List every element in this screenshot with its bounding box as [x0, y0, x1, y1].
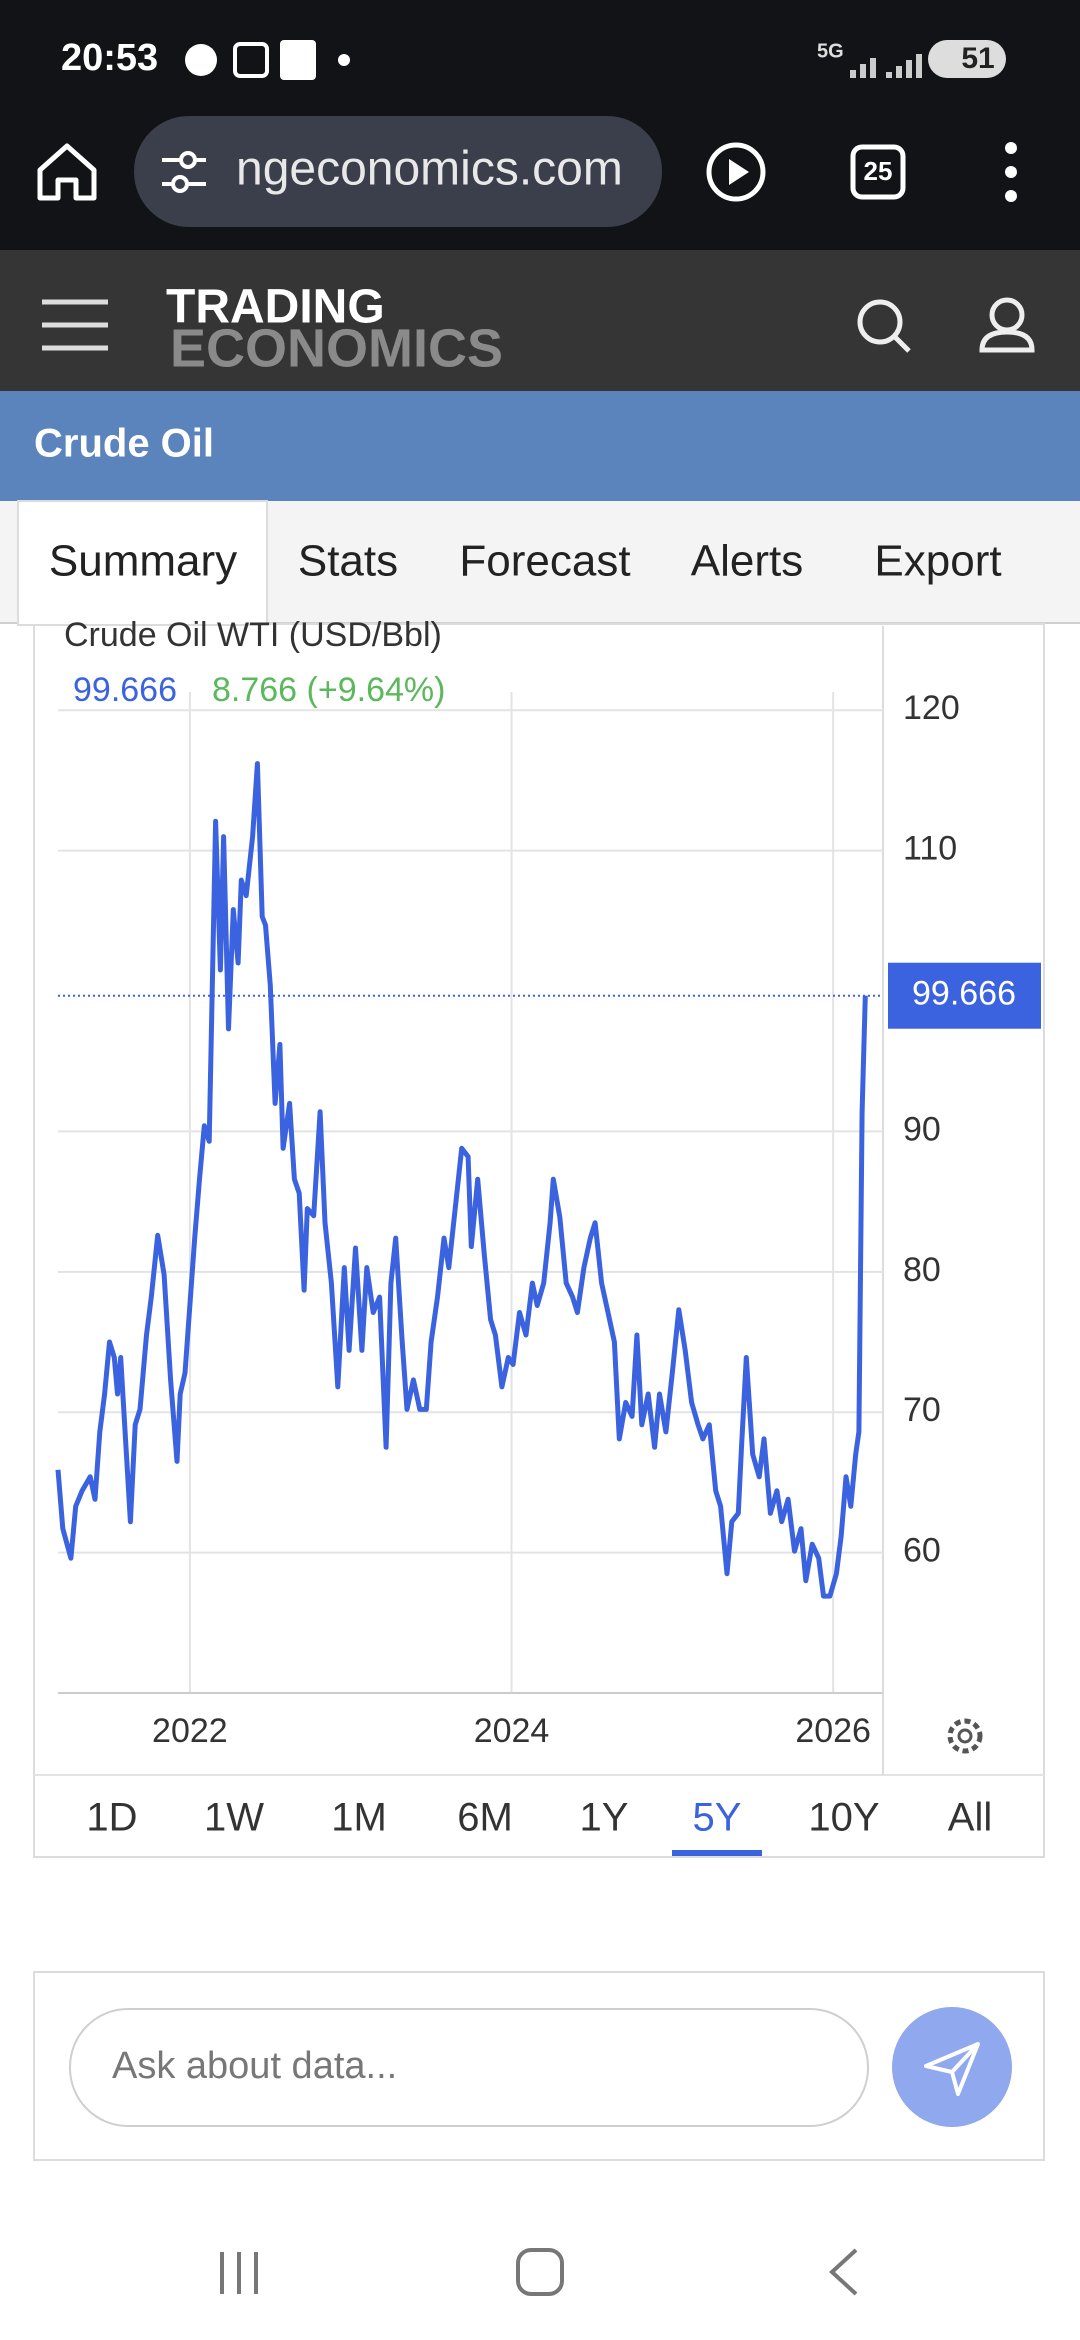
- y-tick-label: 90: [903, 1110, 941, 1148]
- menu-button: [1005, 166, 1017, 178]
- gear-icon: [957, 1728, 973, 1744]
- range-button[interactable]: 5Y: [693, 1796, 742, 1840]
- status-icon: [185, 44, 217, 76]
- tab[interactable]: Stats: [298, 537, 398, 586]
- gear-icon: [947, 1718, 983, 1754]
- selected-tab: [17, 500, 268, 626]
- chat-placeholder: Ask about data...: [112, 2045, 397, 2087]
- x-tick-label: 2022: [152, 1712, 228, 1750]
- last-price-label: 99.666: [912, 975, 1016, 1013]
- range-button[interactable]: 10Y: [808, 1796, 879, 1840]
- network-type: 5G: [817, 40, 844, 62]
- url-text: ngeconomics.com: [236, 143, 623, 196]
- site-settings-icon: [171, 175, 189, 193]
- range-button[interactable]: All: [948, 1796, 992, 1840]
- chart-card: [33, 623, 1045, 1858]
- logo-line1[interactable]: TRADING: [166, 281, 385, 334]
- signal-icon: [850, 54, 922, 78]
- site-header: [0, 250, 1080, 391]
- y-tick-label: 120: [903, 689, 960, 727]
- chart-title: Crude Oil WTI (USD/Bbl): [64, 616, 442, 654]
- range-button[interactable]: 1M: [331, 1796, 387, 1840]
- send-icon: [924, 2042, 980, 2096]
- home-button[interactable]: [37, 143, 97, 201]
- price-line: [55, 761, 868, 1599]
- clock: 20:53: [61, 37, 158, 79]
- y-tick-label: 80: [903, 1251, 941, 1289]
- status-icon: [233, 42, 269, 78]
- range-button[interactable]: 1W: [204, 1796, 264, 1840]
- x-tick-label: 2024: [474, 1712, 550, 1750]
- price-change: 8.766 (+9.64%): [212, 671, 445, 709]
- status-dot: [338, 54, 350, 66]
- recent-apps-button[interactable]: [220, 2252, 258, 2294]
- tab[interactable]: Forecast: [459, 537, 630, 586]
- page-title-band: [0, 391, 1080, 501]
- y-tick-label: 110: [903, 830, 957, 868]
- range-button[interactable]: 1Y: [580, 1796, 629, 1840]
- page-title: Crude Oil: [34, 422, 214, 466]
- tab-switcher[interactable]: [850, 144, 906, 200]
- search-icon: [893, 335, 911, 353]
- range-button[interactable]: 1D: [86, 1796, 137, 1840]
- site-settings-icon: [179, 151, 197, 169]
- hamburger-menu[interactable]: [42, 299, 108, 351]
- account-icon: [979, 329, 1035, 353]
- y-tick-label: 60: [903, 1532, 941, 1570]
- settings-button[interactable]: [947, 1718, 983, 1754]
- tab[interactable]: Summary: [49, 537, 237, 586]
- search-button[interactable]: [857, 299, 903, 345]
- menu-button: [1005, 190, 1017, 202]
- tab[interactable]: Export: [874, 537, 1001, 586]
- battery: [928, 40, 1006, 78]
- chat-input[interactable]: [69, 2008, 869, 2127]
- last-price: 99.666: [73, 671, 177, 709]
- back-button[interactable]: [829, 2248, 858, 2296]
- url-bar[interactable]: [134, 116, 662, 227]
- range-button[interactable]: 6M: [457, 1796, 513, 1840]
- send-button[interactable]: [892, 2007, 1012, 2127]
- play-button[interactable]: [706, 142, 766, 202]
- last-price-box: [888, 962, 1041, 1029]
- logo-line2[interactable]: ECONOMICS: [170, 318, 503, 378]
- home-nav-button[interactable]: [516, 2248, 564, 2296]
- y-tick-label: 70: [903, 1391, 941, 1429]
- status-icon: [280, 40, 316, 80]
- battery-level: 51: [961, 42, 994, 75]
- tab-count: 25: [864, 156, 893, 186]
- site-settings-icon[interactable]: [162, 158, 206, 186]
- menu-button[interactable]: [1005, 142, 1017, 154]
- tab[interactable]: Alerts: [691, 537, 803, 586]
- range-underline: [672, 1850, 762, 1856]
- play-icon: [729, 159, 749, 185]
- x-tick-label: 2026: [795, 1712, 871, 1750]
